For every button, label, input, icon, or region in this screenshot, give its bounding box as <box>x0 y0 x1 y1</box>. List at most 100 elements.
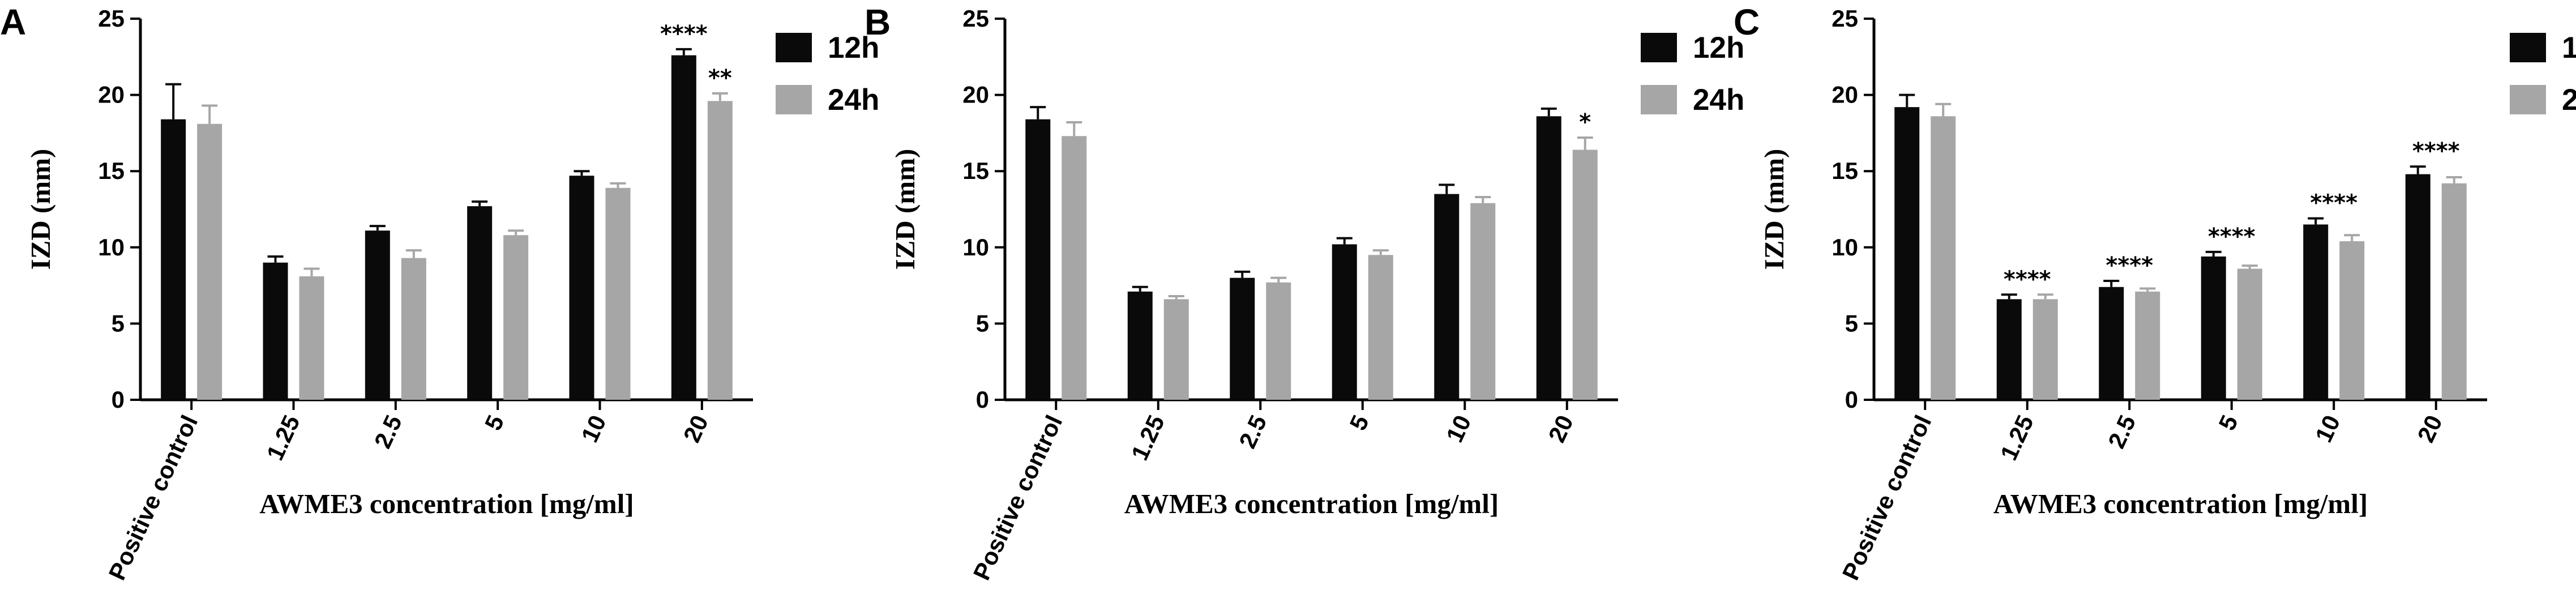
y-tick-label: 15 <box>98 157 125 184</box>
bar-24h <box>2032 299 2058 400</box>
legend-label: 24h <box>2562 83 2576 117</box>
x-axis-title: AWME3 concentration [mg/ml] <box>259 488 634 519</box>
y-tick-label: 20 <box>1832 82 1858 108</box>
x-tick-label: 20 <box>2412 411 2447 446</box>
legend-swatch-12h <box>2510 33 2546 62</box>
legend-swatch-24h <box>1641 85 1677 114</box>
significance-marker: **** <box>2310 190 2357 216</box>
x-tick-label: Positive control <box>1837 411 1937 584</box>
x-tick-label: 1.25 <box>1995 411 2039 464</box>
bar-24h <box>401 258 426 400</box>
y-tick-label: 5 <box>976 310 989 336</box>
significance-marker: **** <box>2004 266 2051 292</box>
legend-label: 24h <box>1693 83 1744 117</box>
bar-12h <box>1025 119 1051 400</box>
bar-24h <box>197 123 222 400</box>
bar-12h <box>1536 116 1561 400</box>
x-tick-label: Positive control <box>104 411 203 584</box>
x-tick-label: 5 <box>480 411 509 434</box>
bar-12h <box>2201 256 2226 400</box>
bar-12h <box>1996 299 2022 400</box>
bar-24h <box>1163 299 1189 400</box>
legend-swatch-24h <box>2510 85 2546 114</box>
panel-letter: C <box>1734 2 1760 42</box>
significance-marker: * <box>1579 109 1591 135</box>
bar-12h <box>263 262 288 400</box>
bar-24h <box>1062 136 1087 400</box>
chart-panel-a: A 0 5 10 15 20 25 IZD (mm) Positive control 1.25 2… <box>0 2 879 584</box>
x-axis-title: AWME3 concentration [mg/ml] <box>1124 488 1499 519</box>
x-tick-label: 1.25 <box>262 411 305 464</box>
bar-24h <box>605 187 631 400</box>
y-tick-label: 10 <box>98 234 125 260</box>
legend-label: 12h <box>1693 31 1744 65</box>
bar-24h <box>1931 116 1956 400</box>
bar-24h <box>2441 183 2467 400</box>
bar-12h <box>1332 244 1357 400</box>
x-tick-label: 1.25 <box>1126 411 1170 464</box>
y-axis-title: IZD (mm) <box>25 149 56 270</box>
bar-24h <box>503 235 529 400</box>
bar-24h <box>2339 241 2365 400</box>
x-tick-label: 2.5 <box>1234 411 1272 452</box>
y-tick-label: 5 <box>112 310 125 336</box>
significance-marker: **** <box>2106 253 2153 279</box>
bar-24h <box>707 101 733 400</box>
significance-marker: **** <box>2412 138 2460 164</box>
x-tick-label: 10 <box>1441 411 1476 446</box>
bar-12h <box>2405 174 2430 400</box>
y-tick-label: 20 <box>98 82 125 108</box>
bar-12h <box>2099 287 2124 400</box>
y-tick-label: 25 <box>1832 5 1858 32</box>
bar-12h <box>1230 277 1255 400</box>
legend-label: 12h <box>2562 31 2576 65</box>
y-axis-title: IZD (mm) <box>889 149 921 270</box>
bar-24h <box>2135 291 2160 400</box>
x-tick-label: 5 <box>2213 411 2243 434</box>
significance-marker: ** <box>708 65 732 91</box>
y-axis-title: IZD (mm) <box>1758 149 1790 270</box>
panel-letter: A <box>0 2 26 42</box>
bar-12h <box>365 230 390 400</box>
bar-12h <box>569 176 594 400</box>
x-tick-label: 10 <box>576 411 611 446</box>
x-axis-title: AWME3 concentration [mg/ml] <box>1993 488 2368 519</box>
y-tick-label: 5 <box>1845 310 1858 336</box>
y-tick-label: 0 <box>1845 386 1858 413</box>
y-tick-label: 15 <box>1832 157 1858 184</box>
bar-12h <box>1894 107 1920 400</box>
x-tick-label: Positive control <box>968 411 1068 584</box>
bar-24h <box>2237 268 2262 400</box>
x-tick-label: 10 <box>2310 411 2345 446</box>
y-tick-label: 0 <box>976 386 989 413</box>
bar-12h <box>671 55 696 400</box>
y-tick-label: 25 <box>98 5 125 32</box>
bar-12h <box>161 119 186 400</box>
bar-12h <box>1434 194 1460 400</box>
bar-24h <box>1266 282 1291 400</box>
bar-12h <box>2303 224 2329 400</box>
legend-swatch-24h <box>776 85 812 114</box>
y-tick-label: 0 <box>112 386 125 413</box>
x-tick-label: 2.5 <box>369 411 407 452</box>
bar-24h <box>1368 255 1393 400</box>
chart-panel-c: C 0 5 10 15 20 25 IZD (mm) Positive control 1.25 2… <box>1734 2 2576 584</box>
bar-24h <box>299 276 324 400</box>
x-tick-label: 20 <box>1543 411 1578 446</box>
y-tick-label: 10 <box>1832 234 1858 260</box>
y-tick-label: 25 <box>962 5 989 32</box>
x-tick-label: 5 <box>1344 411 1373 434</box>
y-tick-label: 10 <box>962 234 989 260</box>
y-tick-label: 20 <box>962 82 989 108</box>
significance-marker: **** <box>660 21 708 47</box>
legend-label: 12h <box>828 31 879 65</box>
chart-panel-b: B 0 5 10 15 20 25 IZD (mm) Positive control 1.25 2… <box>865 2 1744 584</box>
bar-12h <box>1127 291 1153 400</box>
significance-marker: **** <box>2208 224 2256 250</box>
legend-swatch-12h <box>1641 33 1677 62</box>
bar-12h <box>467 206 493 400</box>
bar-24h <box>1470 203 1496 400</box>
panel-letter: B <box>865 2 891 42</box>
legend-swatch-12h <box>776 33 812 62</box>
